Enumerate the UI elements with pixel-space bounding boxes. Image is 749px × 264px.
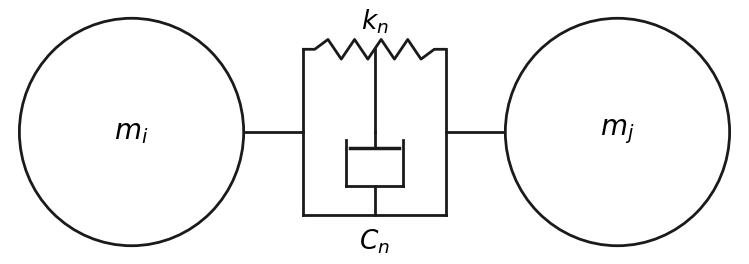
Text: $m_j$: $m_j$ (600, 118, 634, 146)
Text: $m_i$: $m_i$ (115, 118, 149, 146)
Ellipse shape (19, 18, 243, 246)
Text: $k_n$: $k_n$ (360, 8, 389, 36)
Ellipse shape (506, 18, 730, 246)
Text: $C_n$: $C_n$ (359, 228, 390, 256)
